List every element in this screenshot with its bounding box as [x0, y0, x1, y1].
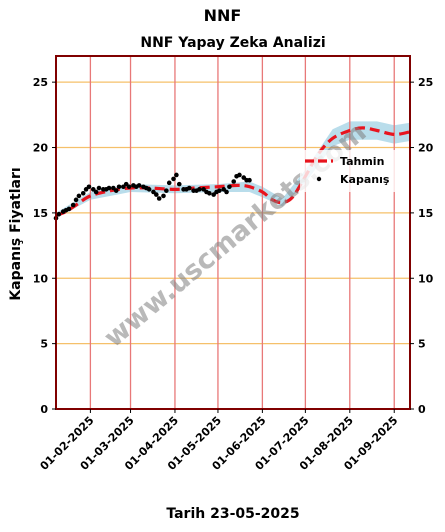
closing-point [73, 197, 79, 203]
y-tick-label-right: 0 [418, 403, 426, 416]
closing-point [231, 179, 237, 184]
figure-suptitle: NNF [203, 6, 242, 25]
y-tick-label-right: 25 [418, 76, 433, 89]
chart-title: NNF Yapay Zeka Analizi [140, 35, 326, 51]
closing-point [86, 184, 92, 190]
y-tick-label-left: 20 [33, 142, 49, 155]
closing-point [56, 211, 62, 217]
y-tick-label-right: 5 [418, 338, 426, 351]
plot-frame [55, 55, 411, 410]
closing-point [176, 181, 182, 187]
y-tick-label-right: 15 [418, 207, 433, 220]
legend-box [300, 150, 404, 192]
closing-point [93, 189, 99, 195]
closing-point [146, 187, 152, 192]
closing-point [217, 188, 222, 193]
closing-point [174, 172, 179, 178]
closing-point [70, 202, 76, 208]
y-tick-label-left: 0 [40, 403, 48, 416]
y-tick-label-right: 10 [418, 272, 434, 285]
closing-point [186, 185, 192, 191]
closing-point [116, 184, 122, 190]
y-tick-label-left: 5 [40, 338, 48, 351]
closing-point [113, 188, 119, 193]
closing-point [96, 185, 102, 191]
closing-point [76, 193, 82, 199]
closing-point [126, 184, 132, 190]
y-tick-label-left: 25 [33, 76, 48, 89]
y-tick-label-right: 20 [418, 142, 434, 155]
closing-point [224, 189, 229, 195]
closing-point [106, 185, 112, 191]
closing-point [136, 183, 142, 188]
closing-point [80, 190, 86, 196]
closing-point [164, 188, 169, 193]
x-axis-label: Tarih 23-05-2025 [166, 506, 300, 522]
closing-point [227, 184, 232, 190]
closing-point [207, 190, 212, 196]
legend-closing-swatch [316, 176, 322, 182]
closing-point [166, 180, 172, 186]
closing-point [154, 192, 159, 197]
legend-label-forecast: Tahmin [340, 155, 384, 168]
closing-point [156, 196, 162, 201]
closing-point [66, 206, 72, 212]
legend-label-closing: Kapanış [340, 173, 390, 186]
closing-point [237, 172, 242, 178]
closing-point [171, 176, 176, 182]
y-tick-label-left: 15 [33, 207, 48, 220]
closing-point [247, 177, 252, 183]
closing-point [197, 187, 202, 192]
closing-point [161, 193, 166, 199]
y-tick-label-left: 10 [33, 272, 49, 285]
